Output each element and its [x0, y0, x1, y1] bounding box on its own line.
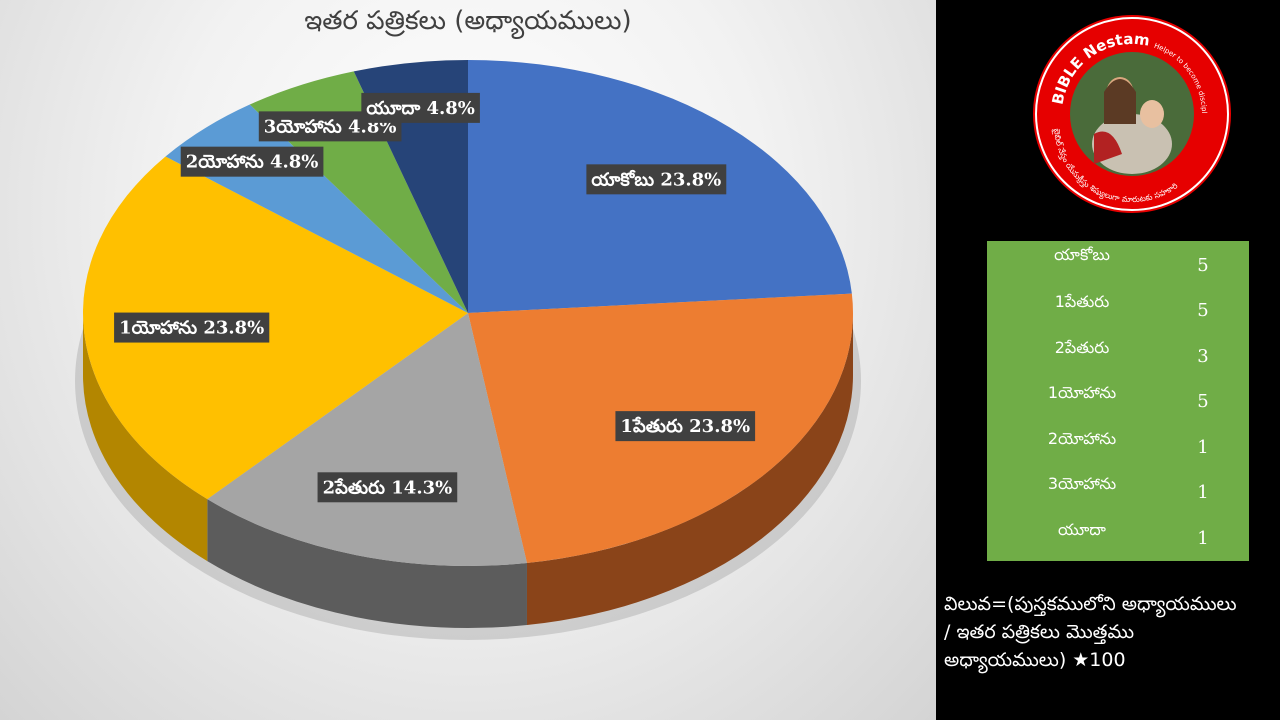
data-label-text: యాకోబు 23.8%: [591, 169, 721, 190]
data-label-text: 2యోహాను 4.8%: [186, 152, 319, 173]
formula-line-2: / ఇతర పత్రికలు మొత్తము: [944, 621, 1135, 643]
table-book-name: 2యోహాను: [1047, 429, 1117, 448]
data-label-1పేతురు: 1పేతురు 23.8%: [615, 411, 756, 442]
table-row: 1పేతురు 5: [987, 286, 1249, 331]
data-label-box: [114, 312, 270, 343]
table-row: 2పేతురు 3: [987, 332, 1249, 377]
pie-side-1పేతురు: [526, 313, 853, 626]
data-label-box: [615, 411, 756, 442]
pie-side-2పేతురు: [207, 499, 527, 629]
data-label-2యోహాను: 2యోహాను 4.8%: [180, 146, 324, 177]
formula-line-3: అధ్యాయములు) ★100: [944, 649, 1126, 671]
table-chapter-count: 5: [1197, 391, 1209, 412]
logo-figure-hair: [1104, 79, 1136, 124]
data-label-యాకోబు: యాకోబు 23.8%: [586, 164, 727, 195]
formula-text: విలువ=(పుస్తకములోని అధ్యాయములు / ఇతర పత్…: [944, 590, 1274, 674]
table-chapter-count: 1: [1197, 482, 1209, 503]
table-chapter-count: 3: [1197, 346, 1209, 367]
pie-chart: యాకోబు 23.8% 1పేతురు 23.8% 2పేతురు 14.3% 1య…: [82, 60, 853, 629]
chart-title: ఇతర పత్రికలు (అధ్యాయములు): [304, 6, 632, 36]
formula-line-1: విలువ=(పుస్తకములోని అధ్యాయములు: [944, 593, 1237, 615]
data-label-box: [180, 146, 324, 177]
pie-slice-1యోహాను: [82, 156, 468, 500]
table-row: 3యోహాను 1: [987, 468, 1249, 513]
table-row: యూదా 1: [987, 514, 1249, 559]
data-label-box: [586, 164, 727, 195]
data-label-text: 1పేతురు 23.8%: [620, 416, 750, 437]
pie-slice-2పేతురు: [207, 313, 527, 566]
logo-figure-robe: [1092, 114, 1172, 174]
data-label-1యోహాను: 1యోహాను 23.8%: [114, 312, 270, 343]
table-chapter-count: 1: [1197, 437, 1209, 458]
data-label-text: యూదా 4.8%: [366, 98, 475, 119]
table-book-name: 3యోహాను: [1047, 474, 1117, 493]
logo-figure-cloak: [1094, 131, 1122, 164]
table-book-name: యూదా: [1058, 520, 1106, 539]
table-book-name: 1యోహాను: [1047, 383, 1117, 402]
bible-nestam-logo: BIBLE Nestam Helper to become disciple o…: [1032, 14, 1231, 213]
data-label-2పేతురు: 2పేతురు 14.3%: [317, 472, 458, 503]
table-chapter-count: 1: [1197, 528, 1209, 549]
data-label-box: [317, 472, 458, 503]
logo-white-ring: [1035, 17, 1229, 211]
data-label-box: [361, 92, 480, 123]
pie-labels: యాకోబు 23.8% 1పేతురు 23.8% 2పేతురు 14.3% 1య…: [114, 92, 756, 503]
chapter-count-table: యాకోబు 5 1పేతురు 5 2పేతురు 3 1యోహాను 5 2…: [987, 241, 1249, 561]
table-chapter-count: 5: [1197, 300, 1209, 321]
table-row: 1యోహాను 5: [987, 377, 1249, 422]
table-row: యాకోబు 5: [987, 241, 1249, 286]
chart-area: యాకోబు 23.8% 1పేతురు 23.8% 2పేతురు 14.3% 1య…: [0, 0, 936, 720]
table-book-name: 1పేతురు: [1054, 292, 1110, 311]
data-label-యూదా: యూదా 4.8%: [361, 92, 480, 123]
logo-child: [1140, 100, 1164, 128]
table-row: 2యోహాను 1: [987, 423, 1249, 468]
pie-side-1యోహాను: [83, 313, 208, 562]
data-label-text: 1యోహాను 23.8%: [119, 318, 264, 339]
table-book-name: యాకోబు: [1054, 245, 1110, 264]
table-book-name: 2పేతురు: [1054, 338, 1110, 357]
table-chapter-count: 5: [1197, 255, 1209, 276]
data-label-text: 2పేతురు 14.3%: [323, 477, 453, 498]
